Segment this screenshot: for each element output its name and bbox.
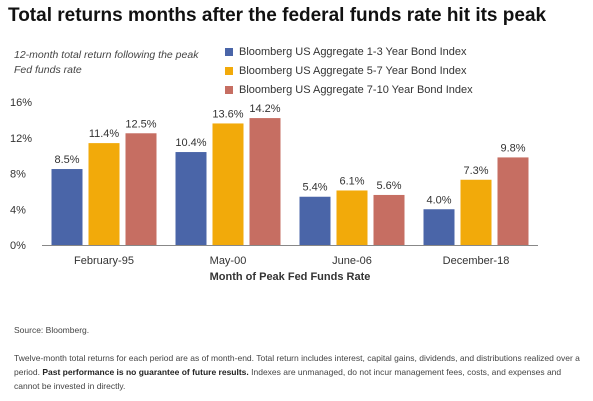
bar — [51, 169, 83, 245]
bar — [497, 157, 529, 245]
footnote: Twelve-month total returns for each peri… — [14, 351, 584, 393]
y-tick-label: 16% — [10, 97, 32, 109]
legend-item-5-7-year: Bloomberg US Aggregate 5-7 Year Bond Ind… — [225, 61, 473, 80]
y-tick-label: 4% — [10, 204, 26, 216]
data-label: 14.2% — [249, 103, 280, 115]
chart-subtitle: 12-month total return following the peak… — [14, 49, 199, 76]
legend-swatch-5-7-year — [225, 66, 233, 75]
data-label: 11.4% — [89, 128, 120, 140]
legend-label-5-7-year: Bloomberg US Aggregate 5-7 Year Bond Ind… — [239, 64, 467, 77]
data-label: 10.4% — [175, 137, 206, 149]
bar — [336, 190, 368, 245]
data-label: 5.4% — [302, 182, 327, 194]
footnote-text-2: Indexes are unmanaged, do not incur mana… — [14, 367, 562, 391]
data-label: 6.1% — [339, 175, 364, 187]
chart-title: Total returns months after the federal f… — [8, 5, 547, 26]
bar — [373, 194, 405, 245]
bar — [88, 143, 120, 245]
bar — [125, 133, 157, 245]
x-axis-title: Month of Peak Fed Funds Rate — [210, 271, 371, 283]
x-tick-label: June-06 — [332, 255, 372, 267]
footnote-text-1: Twelve-month total returns for each peri… — [14, 353, 580, 377]
y-tick-label: 8% — [10, 169, 26, 181]
data-label: 12.5% — [125, 118, 156, 130]
legend-label-7-10-year: Bloomberg US Aggregate 7-10 Year Bond In… — [239, 83, 473, 96]
bar — [299, 196, 331, 245]
data-label: 7.3% — [463, 165, 488, 177]
legend-swatch-1-3-year — [225, 47, 233, 56]
legend-item-1-3-year: Bloomberg US Aggregate 1-3 Year Bond Ind… — [225, 42, 473, 61]
data-label: 8.5% — [54, 154, 79, 166]
data-label: 4.0% — [426, 194, 451, 206]
legend-label-1-3-year: Bloomberg US Aggregate 1-3 Year Bond Ind… — [239, 45, 467, 58]
bar — [423, 209, 455, 245]
x-tick-label: May-00 — [210, 255, 247, 267]
x-tick-label: December-18 — [443, 255, 510, 267]
data-label: 5.6% — [376, 180, 401, 192]
legend-swatch-7-10-year — [225, 85, 233, 94]
legend-item-7-10-year: Bloomberg US Aggregate 7-10 Year Bond In… — [225, 80, 473, 99]
bar-chart: 0% 4% 8% 12% 16% 8.5% 11.4% 12.5% February-95 10.… — [10, 97, 538, 283]
data-label: 13.6% — [212, 108, 243, 120]
source-note: Source: Bloomberg. — [14, 325, 90, 335]
data-label: 9.8% — [500, 142, 525, 154]
footnote-bold-text: Past performance is no guarantee of futu… — [42, 367, 249, 377]
bar — [175, 152, 207, 245]
legend: Bloomberg US Aggregate 1-3 Year Bond Ind… — [225, 42, 473, 99]
bar — [249, 118, 281, 245]
y-tick-label: 12% — [10, 133, 32, 145]
y-tick-label: 0% — [10, 240, 26, 252]
bar — [212, 123, 244, 245]
x-tick-label: February-95 — [74, 255, 134, 267]
bar — [460, 179, 492, 245]
